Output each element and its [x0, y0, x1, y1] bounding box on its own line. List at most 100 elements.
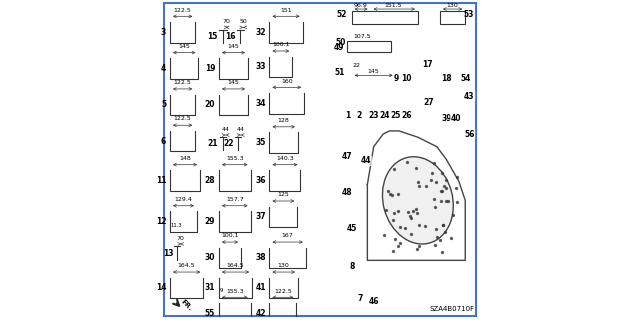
- Point: [385, 191, 396, 196]
- Text: 2: 2: [356, 111, 361, 120]
- Text: 145: 145: [228, 80, 239, 85]
- Text: 145: 145: [228, 44, 239, 49]
- Ellipse shape: [383, 157, 453, 244]
- Point: [420, 224, 430, 229]
- Point: [431, 226, 442, 231]
- Text: 21: 21: [208, 139, 218, 148]
- Text: 12: 12: [156, 217, 166, 226]
- Point: [431, 179, 441, 184]
- Text: 36: 36: [255, 176, 266, 185]
- Point: [396, 240, 406, 245]
- Point: [437, 249, 447, 254]
- Point: [452, 174, 462, 180]
- Text: 125: 125: [278, 192, 289, 197]
- Text: 9: 9: [220, 288, 223, 293]
- Text: 122.5: 122.5: [174, 80, 191, 85]
- Text: 148: 148: [179, 156, 191, 161]
- Point: [429, 160, 439, 165]
- Text: 42: 42: [255, 309, 266, 318]
- Text: 9: 9: [393, 74, 399, 83]
- Text: 45: 45: [347, 224, 357, 233]
- Text: 22: 22: [223, 139, 234, 148]
- Text: 55: 55: [205, 309, 215, 318]
- Point: [439, 184, 449, 189]
- Text: 140.3: 140.3: [276, 156, 294, 161]
- Text: 26: 26: [401, 111, 412, 120]
- Text: 54: 54: [460, 74, 470, 83]
- Point: [448, 213, 458, 218]
- Text: 13: 13: [163, 249, 173, 258]
- Point: [406, 231, 417, 236]
- Text: 18: 18: [441, 74, 452, 83]
- Text: 8: 8: [349, 262, 355, 271]
- Text: 151: 151: [280, 7, 292, 12]
- Text: 40: 40: [451, 114, 461, 123]
- Point: [427, 171, 437, 176]
- Point: [388, 211, 399, 216]
- Text: 17: 17: [422, 60, 433, 69]
- Point: [441, 178, 451, 183]
- Text: 23: 23: [369, 111, 379, 120]
- Point: [438, 222, 448, 228]
- Text: 32: 32: [255, 28, 266, 37]
- Text: 100.1: 100.1: [221, 233, 239, 238]
- Point: [436, 198, 446, 204]
- Text: 16: 16: [225, 32, 236, 41]
- Point: [428, 196, 438, 202]
- Text: 15: 15: [207, 32, 218, 41]
- Point: [388, 249, 398, 254]
- Text: 35: 35: [255, 138, 266, 147]
- Text: 130: 130: [447, 3, 458, 8]
- Text: 151.5: 151.5: [384, 3, 401, 8]
- Point: [392, 192, 403, 197]
- Point: [445, 236, 456, 241]
- Point: [381, 208, 392, 213]
- Text: 4: 4: [161, 64, 166, 73]
- Text: 70: 70: [177, 236, 185, 241]
- Point: [441, 199, 451, 204]
- Text: 155.3: 155.3: [226, 289, 244, 293]
- Point: [438, 223, 448, 228]
- Point: [452, 199, 462, 204]
- Point: [436, 188, 447, 193]
- Text: 3: 3: [161, 28, 166, 37]
- Point: [412, 246, 422, 251]
- Point: [396, 225, 406, 230]
- Text: 29: 29: [205, 217, 215, 226]
- Text: 164.5: 164.5: [227, 263, 244, 268]
- Point: [388, 217, 398, 222]
- Bar: [440, 11, 465, 24]
- Bar: [347, 41, 391, 52]
- Text: 37: 37: [255, 212, 266, 221]
- Text: 100.1: 100.1: [272, 42, 289, 47]
- Point: [431, 235, 442, 240]
- Text: 22: 22: [353, 63, 361, 68]
- Text: 122.5: 122.5: [174, 116, 191, 121]
- Point: [451, 186, 461, 191]
- Text: 30: 30: [205, 253, 215, 262]
- Text: 96.9: 96.9: [354, 3, 368, 8]
- Text: 44: 44: [237, 127, 244, 132]
- Point: [412, 210, 422, 215]
- Point: [421, 183, 431, 188]
- Point: [411, 165, 421, 171]
- Text: 70: 70: [223, 19, 230, 24]
- Text: 130: 130: [278, 263, 289, 268]
- Point: [413, 180, 423, 185]
- Point: [437, 170, 447, 175]
- Point: [413, 223, 424, 228]
- Text: 39: 39: [441, 114, 452, 123]
- Text: 24: 24: [380, 111, 390, 120]
- Text: 122.5: 122.5: [174, 7, 191, 12]
- Point: [390, 236, 400, 241]
- Text: 19: 19: [205, 64, 215, 73]
- Text: 33: 33: [255, 62, 266, 71]
- Text: 25: 25: [390, 111, 401, 120]
- Text: 44: 44: [221, 127, 230, 132]
- Text: 122.5: 122.5: [274, 289, 292, 293]
- Point: [388, 166, 399, 171]
- Text: 155.3: 155.3: [226, 156, 244, 161]
- Text: 107.5: 107.5: [354, 34, 371, 39]
- Text: 7: 7: [357, 294, 363, 303]
- Text: 27: 27: [423, 98, 434, 107]
